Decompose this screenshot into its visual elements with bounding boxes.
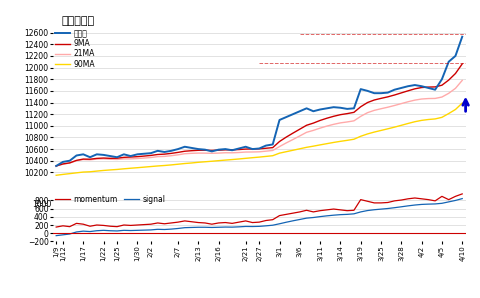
90MA [270,154,276,158]
momentum [53,225,59,229]
21MA [405,100,411,103]
9MA [297,127,303,131]
9MA [148,154,154,157]
Text: 1000: 1000 [33,200,52,209]
Line: 金価格: 金価格 [56,37,462,166]
signal [148,228,154,232]
signal [53,234,59,238]
momentum [148,222,154,226]
9MA [134,155,140,159]
90MA [53,173,59,177]
21MA [270,149,276,152]
signal [195,226,201,229]
21MA [195,151,201,155]
90MA [148,165,154,168]
金価格 [270,143,276,146]
Text: 国内金価格: 国内金価格 [61,16,94,26]
momentum [195,221,201,224]
9MA [270,146,276,149]
Line: momentum: momentum [56,194,462,227]
momentum [459,192,465,196]
金価格 [53,164,59,168]
21MA [148,156,154,159]
momentum [134,223,140,227]
9MA [195,148,201,152]
9MA [53,164,59,168]
90MA [297,147,303,150]
金価格 [405,84,411,88]
金価格 [134,153,140,156]
signal [134,229,140,232]
金価格 [297,109,303,113]
21MA [459,79,465,82]
90MA [195,161,201,164]
金価格 [195,147,201,151]
momentum [405,197,411,201]
Line: 9MA: 9MA [56,64,462,166]
Line: signal: signal [56,198,462,236]
金価格 [459,35,465,38]
momentum [270,218,276,221]
Line: 21MA: 21MA [56,80,462,166]
90MA [459,101,465,105]
Legend: 金価格, 9MA, 21MA, 90MA: 金価格, 9MA, 21MA, 90MA [55,29,95,69]
金価格 [148,151,154,155]
signal [405,204,411,208]
Line: 90MA: 90MA [56,103,462,175]
signal [459,197,465,200]
momentum [297,210,303,214]
21MA [134,157,140,160]
Legend: momentum, signal: momentum, signal [55,195,165,204]
21MA [53,164,59,168]
90MA [134,166,140,170]
signal [270,224,276,227]
9MA [459,62,465,66]
21MA [297,134,303,138]
9MA [405,89,411,93]
90MA [405,122,411,125]
signal [297,218,303,221]
